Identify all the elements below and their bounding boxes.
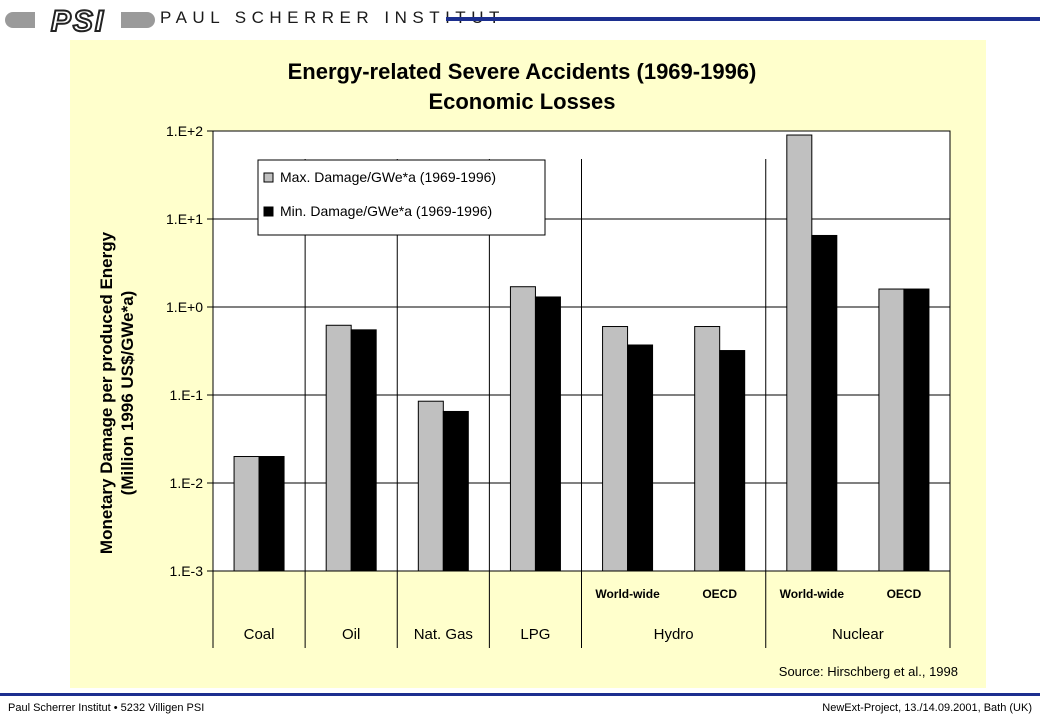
footer-rule bbox=[0, 693, 1040, 696]
bar bbox=[694, 326, 721, 572]
legend: Max. Damage/GWe*a (1969-1996) Min. Damage… bbox=[257, 159, 546, 236]
group-label: Oil bbox=[342, 626, 360, 643]
y-tick-label: 1.E+0 bbox=[166, 299, 203, 315]
plot-area: 1.E-3 1.E-2 1.E-1 1.E+0 1.E+1 1.E+2 Coal Oil Nat… bbox=[166, 123, 951, 648]
y-axis-label: Monetary Damage per produced Energy (Mil… bbox=[97, 231, 137, 554]
x-tick-label: World-wide bbox=[780, 587, 845, 601]
footer-right: NewExt-Project, 13./14.09.2001, Bath (UK… bbox=[822, 702, 1032, 714]
legend-entry: Max. Damage/GWe*a (1969-1996) bbox=[280, 169, 496, 185]
group-label: Coal bbox=[244, 626, 275, 643]
bar-chart: Energy-related Severe Accidents (1969-19… bbox=[97, 59, 958, 679]
bar bbox=[534, 296, 561, 572]
bar bbox=[442, 410, 469, 572]
y-tick-label: 1.E+1 bbox=[166, 211, 203, 227]
footer-left: Paul Scherrer Institut • 5232 Villigen P… bbox=[8, 702, 205, 714]
y-tick-label: 1.E-2 bbox=[170, 475, 204, 491]
bar bbox=[602, 326, 629, 572]
legend-swatch bbox=[263, 172, 274, 183]
psi-logo: PSI bbox=[5, 6, 155, 34]
bar bbox=[878, 288, 905, 572]
bar bbox=[350, 329, 377, 572]
legend-entry: Min. Damage/GWe*a (1969-1996) bbox=[280, 203, 492, 219]
y-axis-label-line1: Monetary Damage per produced Energy bbox=[97, 231, 116, 554]
chart-subtitle: Economic Losses bbox=[428, 89, 615, 114]
x-tick-label: OECD bbox=[887, 587, 922, 601]
header-rule bbox=[446, 17, 1040, 21]
bar bbox=[627, 344, 654, 572]
plot-border bbox=[212, 130, 951, 572]
header: PSI PAUL SCHERRER INSTITUT bbox=[0, 0, 1040, 40]
chart-panel: Energy-related Severe Accidents (1969-19… bbox=[70, 40, 986, 688]
bar bbox=[786, 134, 813, 572]
x-tick-label: World-wide bbox=[595, 587, 660, 601]
bar bbox=[903, 288, 930, 572]
bar bbox=[233, 456, 260, 572]
bar bbox=[509, 286, 536, 572]
bar bbox=[325, 324, 352, 572]
bar bbox=[417, 400, 444, 572]
bar bbox=[258, 456, 285, 572]
org-name: PAUL SCHERRER INSTITUT bbox=[160, 8, 505, 27]
bar bbox=[719, 350, 746, 572]
y-tick-label: 1.E+2 bbox=[166, 123, 203, 139]
legend-box bbox=[257, 159, 546, 236]
group-label: Hydro bbox=[654, 626, 694, 643]
logo-text: PSI bbox=[51, 6, 105, 34]
chart-title: Energy-related Severe Accidents (1969-19… bbox=[288, 59, 757, 84]
group-label: LPG bbox=[520, 626, 550, 643]
source-note: Source: Hirschberg et al., 1998 bbox=[779, 664, 958, 679]
y-axis-label-line2: (Million 1996 US$/GWe*a) bbox=[118, 291, 137, 496]
x-tick-label: OECD bbox=[702, 587, 737, 601]
logo-backdrop bbox=[35, 6, 121, 34]
group-label: Nuclear bbox=[832, 626, 884, 643]
legend-swatch bbox=[263, 206, 274, 217]
bar bbox=[811, 234, 838, 572]
y-tick-label: 1.E-1 bbox=[170, 387, 204, 403]
group-label: Nat. Gas bbox=[414, 626, 473, 643]
y-tick-label: 1.E-3 bbox=[170, 563, 204, 579]
